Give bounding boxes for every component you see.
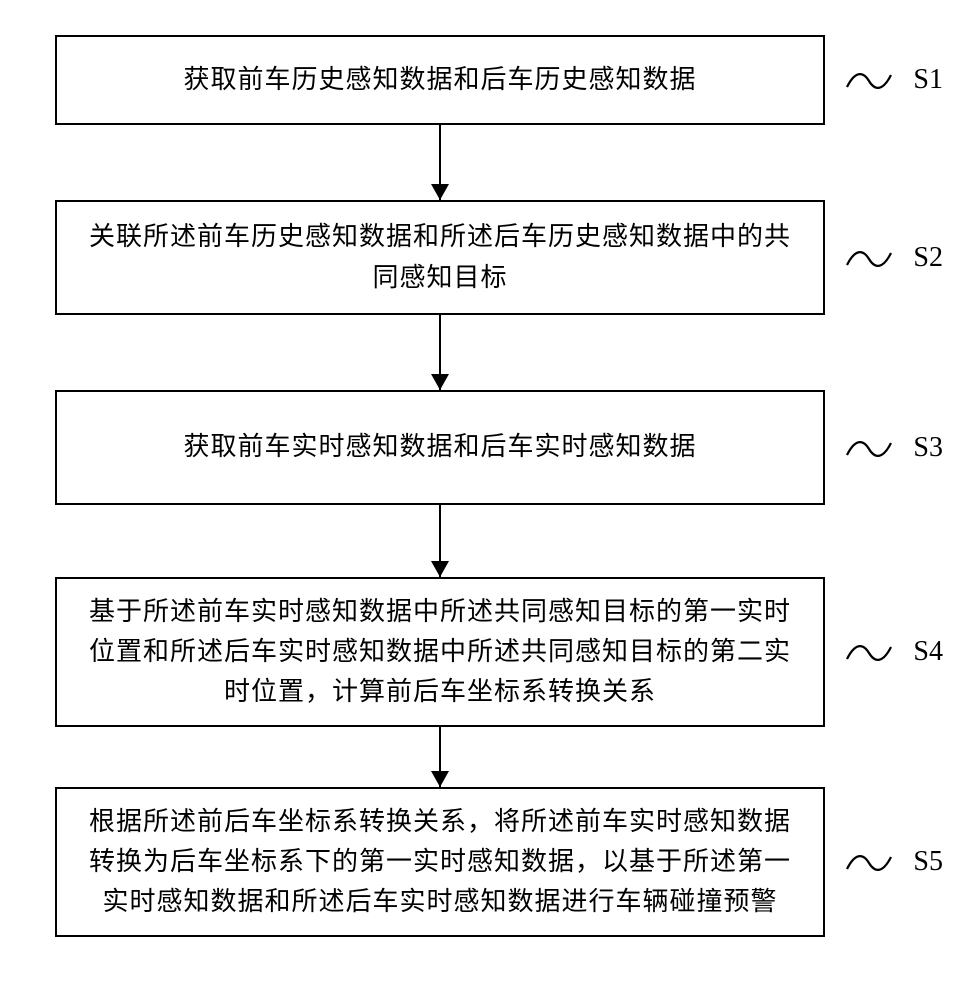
step-label: S1 [913, 64, 943, 96]
step-text: 基于所述前车实时感知数据中所述共同感知目标的第一实时位置和所述后车实时感知数据中… [77, 592, 803, 713]
connector-tilde-icon [845, 847, 893, 877]
step-text: 获取前车历史感知数据和后车历史感知数据 [183, 60, 696, 100]
arrow-down-icon [55, 125, 825, 200]
connector-tilde-icon [845, 637, 893, 667]
arrow-head-icon [431, 561, 449, 577]
step-label: S2 [913, 242, 943, 274]
flowchart-container: 获取前车历史感知数据和后车历史感知数据S1 关联所述前车历史感知数据和所述后车历史… [55, 35, 825, 937]
flow-step-s5: 根据所述前后车坐标系转换关系，将所述前车实时感知数据转换为后车坐标系下的第一实时… [55, 787, 825, 937]
step-label: S4 [913, 636, 943, 668]
flow-step-s3: 获取前车实时感知数据和后车实时感知数据S3 [55, 390, 825, 505]
arrow-down-icon [55, 315, 825, 390]
flow-step-s4: 基于所述前车实时感知数据中所述共同感知目标的第一实时位置和所述后车实时感知数据中… [55, 577, 825, 727]
step-label: S3 [913, 432, 943, 464]
arrow-down-icon [55, 727, 825, 787]
connector-tilde-icon [845, 433, 893, 463]
flow-step-s2: 关联所述前车历史感知数据和所述后车历史感知数据中的共同感知目标S2 [55, 200, 825, 315]
step-text: 获取前车实时感知数据和后车实时感知数据 [183, 427, 696, 467]
flow-step-s1: 获取前车历史感知数据和后车历史感知数据S1 [55, 35, 825, 125]
connector-tilde-icon [845, 65, 893, 95]
arrow-head-icon [431, 771, 449, 787]
arrow-down-icon [55, 505, 825, 577]
connector-tilde-icon [845, 243, 893, 273]
step-text: 关联所述前车历史感知数据和所述后车历史感知数据中的共同感知目标 [77, 217, 803, 298]
step-label: S5 [913, 846, 943, 878]
arrow-head-icon [431, 184, 449, 200]
step-text: 根据所述前后车坐标系转换关系，将所述前车实时感知数据转换为后车坐标系下的第一实时… [77, 802, 803, 923]
arrow-head-icon [431, 374, 449, 390]
